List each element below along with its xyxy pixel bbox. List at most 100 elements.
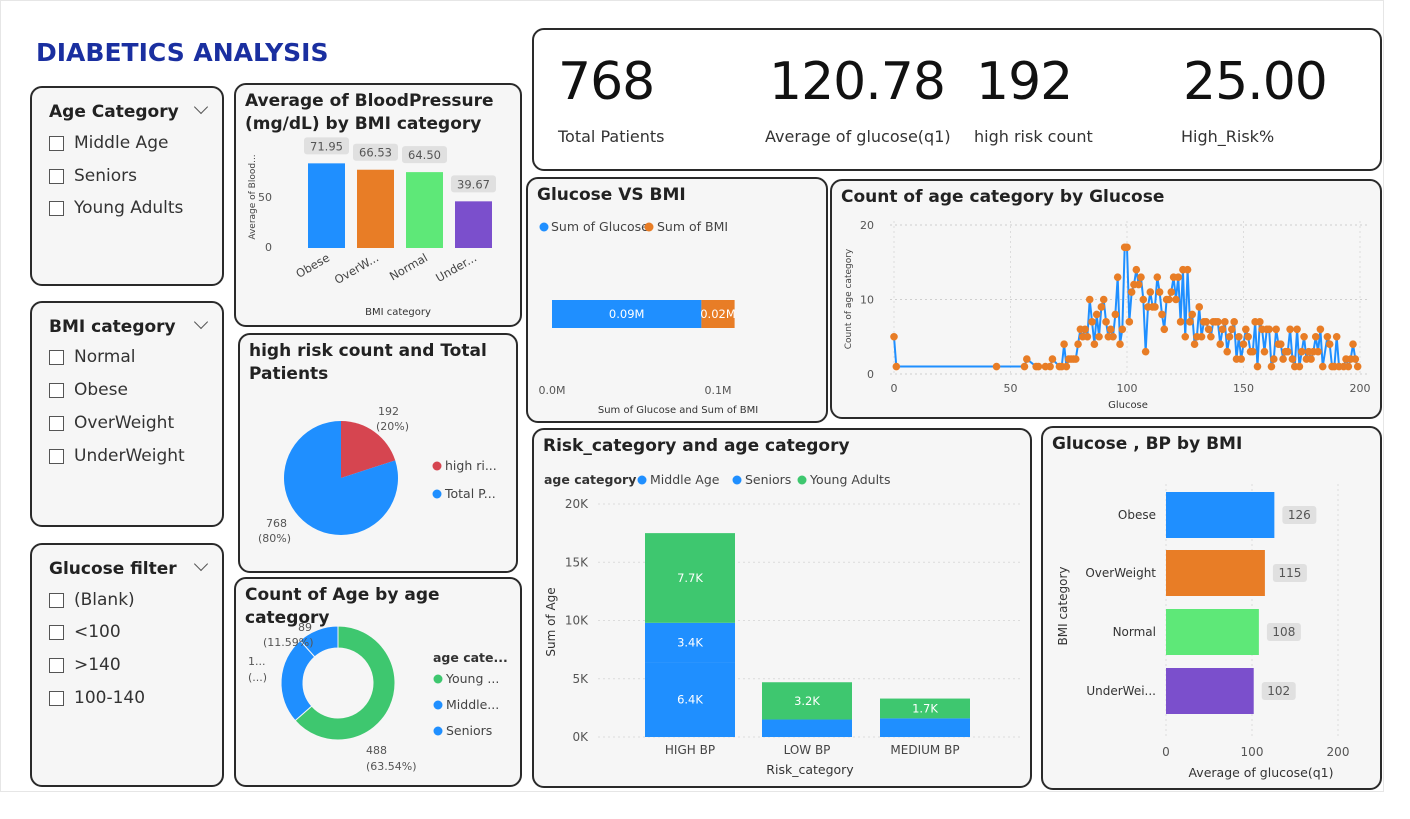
slicer-option[interactable]: Young Adults: [49, 198, 183, 218]
data-point: [1221, 318, 1229, 326]
bar-segment: [645, 622, 735, 663]
bar: [406, 172, 443, 248]
data-point: [1197, 332, 1206, 341]
data-point: [1316, 325, 1325, 334]
checkbox[interactable]: [49, 690, 64, 706]
chevron-down-icon[interactable]: [193, 99, 209, 115]
legend-label: Total P...: [444, 486, 496, 501]
slicer-option[interactable]: 100-140: [49, 688, 145, 708]
glucose-bp-by-bmi-chart[interactable]: Glucose , BP by BMI BMI category Average…: [1041, 426, 1382, 790]
data-label: 3.4K: [677, 636, 703, 650]
legend-label: Sum of Glucose: [551, 219, 649, 234]
data-point: [1204, 325, 1213, 334]
y-tick: 15K: [565, 555, 589, 569]
legend-label: Middle Age: [650, 472, 720, 487]
slicer-option[interactable]: >140: [49, 655, 121, 675]
high-risk-pie-chart[interactable]: high risk count and Total Patients 192 (…: [238, 333, 518, 573]
checkbox[interactable]: [49, 168, 64, 184]
glucose-vs-bmi-chart[interactable]: Glucose VS BMI Sum of Glucose Sum of BMI…: [526, 177, 828, 423]
slicer-option[interactable]: OverWeight: [49, 413, 174, 433]
checkbox[interactable]: [49, 448, 64, 464]
legend-title: age cate...: [433, 650, 508, 665]
data-point: [1106, 325, 1115, 334]
y-tick: 0: [867, 368, 874, 381]
data-point: [1155, 288, 1164, 296]
slice-pct: (80%): [258, 532, 291, 545]
checkbox[interactable]: [49, 200, 64, 216]
chevron-down-icon[interactable]: [193, 556, 209, 572]
y-tick: 20: [860, 219, 874, 232]
data-point: [1165, 295, 1173, 304]
data-point: [1300, 332, 1308, 341]
data-point: [1172, 295, 1180, 304]
data-label: 108: [1272, 625, 1295, 639]
data-point: [1267, 362, 1276, 371]
age-category-slicer[interactable]: Age Category Middle Age Seniors Young Ad…: [30, 86, 224, 286]
y-tick: 5K: [572, 672, 589, 686]
age-donut-chart[interactable]: Count of Age by age category 89 (11.59%)…: [234, 577, 522, 787]
data-label-bg: [451, 175, 496, 193]
risk-age-stacked-chart[interactable]: Risk_category and age category age categ…: [532, 428, 1032, 788]
x-tick: 200: [1350, 382, 1371, 395]
data-point: [1235, 332, 1243, 341]
data-point: [1318, 362, 1327, 371]
x-tick: 0: [891, 382, 898, 395]
legend-marker: [637, 475, 647, 485]
chart-title: Average of BloodPressure: [245, 91, 494, 111]
kpi-high-risk-pct-label: High_Risk%: [1181, 127, 1275, 146]
data-point: [1239, 340, 1248, 348]
x-tick: Under...: [433, 250, 479, 284]
bp-by-bmi-chart[interactable]: Average of BloodPressure (mg/dL) by BMI …: [234, 83, 522, 327]
checkbox[interactable]: [49, 415, 64, 431]
chevron-down-icon[interactable]: [193, 314, 209, 330]
slicer-option[interactable]: Middle Age: [49, 133, 168, 153]
x-axis-label: Risk_category: [766, 762, 854, 777]
data-point: [1099, 295, 1108, 304]
legend-marker: [644, 222, 654, 232]
data-point: [1311, 332, 1320, 341]
bmi-category-slicer[interactable]: BMI category Normal Obese OverWeight Und…: [30, 301, 224, 527]
glucose-filter-slicer[interactable]: Glucose filter (Blank) <100 >140 100-140: [30, 543, 224, 787]
checkbox[interactable]: [49, 382, 64, 398]
x-tick: LOW BP: [784, 743, 831, 757]
y-axis-label: Sum of Age: [544, 587, 558, 656]
x-tick: Normal: [387, 250, 430, 283]
bar: [1166, 550, 1265, 596]
data-point: [1288, 355, 1297, 363]
age-by-glucose-line-chart[interactable]: Count of age category by Glucose 0 10 20 0 5…: [830, 179, 1382, 419]
checkbox[interactable]: [49, 135, 64, 151]
data-label-bg: [353, 143, 398, 161]
legend-marker: [539, 222, 549, 232]
y-tick: Normal: [1113, 625, 1156, 639]
checkbox[interactable]: [49, 624, 64, 640]
data-point: [1158, 310, 1166, 319]
x-axis-label: Average of glucose(q1): [1188, 765, 1333, 780]
data-point: [1295, 362, 1304, 371]
slicer-option[interactable]: Seniors: [49, 166, 137, 186]
slicer-option[interactable]: UnderWeight: [49, 446, 185, 466]
slicer-option[interactable]: <100: [49, 622, 121, 642]
slicer-option[interactable]: (Blank): [49, 590, 135, 610]
checkbox[interactable]: [49, 657, 64, 673]
bar: [455, 201, 492, 248]
data-point: [1190, 340, 1199, 348]
data-point: [1353, 362, 1362, 371]
checkbox[interactable]: [49, 349, 64, 365]
slicer-option[interactable]: Normal: [49, 347, 136, 367]
y-axis-label: Count of age category: [844, 248, 854, 349]
data-point: [1060, 340, 1068, 348]
y-tick: Obese: [1118, 508, 1156, 522]
legend-title: age category: [544, 472, 636, 487]
data-point: [1272, 325, 1280, 334]
bar: [308, 163, 345, 248]
legend-label: high ri...: [445, 458, 497, 473]
slice-pct: (63.54%): [366, 760, 417, 773]
data-label: 102: [1267, 684, 1290, 698]
legend-marker: [433, 726, 443, 736]
checkbox[interactable]: [49, 592, 64, 608]
slicer-option[interactable]: Obese: [49, 380, 128, 400]
data-label-bg: [304, 137, 349, 155]
data-point: [1111, 310, 1120, 319]
data-point: [1314, 347, 1322, 356]
data-point: [1092, 310, 1101, 319]
